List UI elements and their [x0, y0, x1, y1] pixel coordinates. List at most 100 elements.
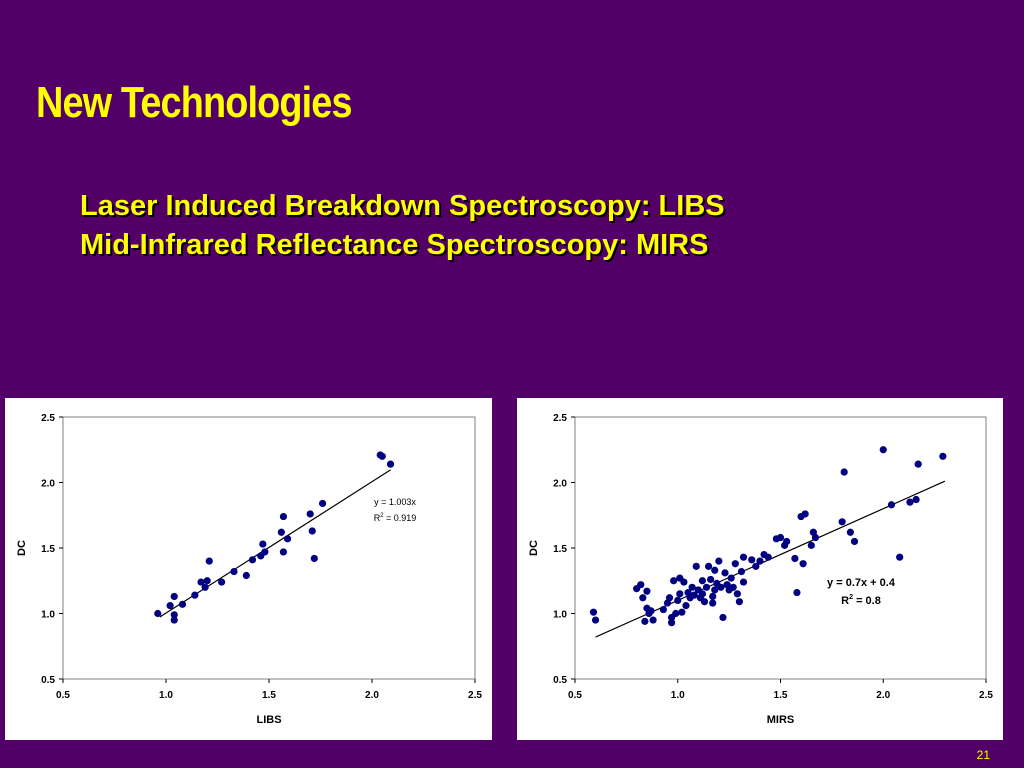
mirs-data-point [665, 594, 674, 602]
mirs-data-point [887, 501, 896, 509]
mirs-trend-equation: y = 0.7x + 0.4 [827, 577, 896, 589]
mirs-data-point [840, 468, 848, 476]
libs-x-axis-label: LIBS [256, 714, 281, 726]
mirs-x-tick-label: 2.5 [979, 690, 993, 701]
mirs-y-axis-label: DC [528, 540, 540, 556]
mirs-data-point [729, 583, 737, 591]
mirs-data-point [793, 588, 801, 597]
mirs-r-squared: R2 = 0.8 [841, 594, 881, 607]
mirs-data-point [838, 518, 846, 526]
libs-scatter-chart: 0.5 1.0 1.5 2.0 2.5 0.5 1.0 1.5 2.0 2.5 DC LIBS y… [16, 413, 482, 726]
mirs-data-point [709, 599, 717, 607]
libs-data-point [310, 554, 318, 563]
mirs-data-point [879, 446, 887, 454]
mirs-data-point [667, 619, 676, 627]
mirs-plot-area [574, 416, 987, 680]
mirs-data-point [688, 583, 696, 591]
mirs-data-point [719, 613, 727, 622]
mirs-x-tick-label: 0.5 [568, 690, 582, 701]
libs-data-point [154, 609, 162, 618]
mirs-y-tick-label: 0.5 [553, 675, 567, 686]
mirs-y-tick-label: 1.0 [553, 610, 567, 621]
mirs-chart-panel: 0.5 1.0 1.5 2.0 2.5 0.5 1.0 1.5 2.0 2.5 DC MIRS y… [517, 398, 1003, 740]
libs-data-point [178, 600, 187, 608]
subtitle-mirs: Mid-Infrared Reflectance Spectroscopy: M… [80, 229, 709, 261]
mirs-data-point [711, 586, 719, 594]
mirs-data-point [659, 605, 667, 614]
subtitle-libs: Laser Induced Breakdown Spectroscopy: LI… [80, 190, 725, 222]
mirs-data-point [846, 528, 854, 536]
mirs-data-point [748, 556, 756, 564]
mirs-data-point [641, 617, 649, 625]
mirs-data-point [791, 554, 799, 563]
libs-x-tick-label: 2.5 [468, 690, 482, 701]
mirs-data-point [737, 567, 746, 576]
mirs-data-point [643, 587, 651, 595]
mirs-data-point [735, 598, 743, 606]
libs-data-point [203, 577, 211, 585]
mirs-data-point [727, 574, 735, 582]
mirs-data-point [912, 495, 920, 504]
libs-y-tick-label: 0.5 [41, 675, 55, 686]
mirs-data-point [896, 553, 904, 561]
mirs-x-axis-label: MIRS [767, 714, 795, 726]
mirs-data-point [649, 616, 657, 624]
mirs-data-point [733, 590, 741, 598]
libs-data-point [386, 460, 395, 468]
libs-data-point [170, 592, 178, 601]
mirs-data-point [731, 560, 739, 568]
libs-y-tick-label: 2.5 [41, 413, 55, 424]
libs-y-tick-label: 1.0 [41, 610, 55, 621]
mirs-data-point [690, 591, 698, 599]
mirs-data-point [672, 609, 680, 618]
mirs-y-tick-label: 1.5 [553, 544, 567, 555]
mirs-data-point [715, 557, 723, 565]
mirs-data-point [591, 616, 600, 624]
libs-data-point [306, 510, 314, 518]
mirs-data-point [678, 608, 686, 616]
libs-y-tick-label: 2.0 [41, 479, 55, 490]
libs-data-point [166, 602, 174, 610]
mirs-x-tick-label: 2.0 [876, 690, 890, 701]
mirs-data-point [711, 566, 719, 574]
mirs-data-point [717, 583, 725, 591]
libs-y-axis-label: DC [16, 540, 28, 556]
libs-data-point [261, 548, 269, 556]
mirs-data-point [700, 598, 709, 606]
mirs-data-point [739, 553, 748, 561]
mirs-data-point [670, 577, 678, 585]
mirs-data-point [801, 510, 809, 518]
mirs-data-point [676, 590, 684, 598]
mirs-data-point [850, 537, 859, 546]
mirs-data-point [776, 533, 785, 542]
mirs-data-point [589, 608, 598, 616]
libs-trend-equation: y = 1.003x [374, 497, 416, 507]
mirs-data-point [739, 578, 748, 586]
libs-data-point [277, 528, 285, 536]
mirs-y-tick-label: 2.0 [553, 479, 567, 490]
mirs-points [589, 446, 947, 627]
mirs-data-point [698, 590, 707, 598]
mirs-axes: 0.5 1.0 1.5 2.0 2.5 0.5 1.0 1.5 2.0 2.5 [553, 413, 993, 701]
libs-data-point [170, 616, 178, 624]
libs-data-point [248, 556, 257, 564]
libs-points [154, 451, 395, 624]
mirs-y-tick-label: 2.5 [553, 413, 567, 424]
libs-data-point [279, 548, 288, 556]
libs-data-point [279, 512, 288, 521]
libs-data-point [201, 583, 209, 591]
libs-x-tick-label: 1.5 [262, 690, 276, 701]
mirs-data-point [906, 498, 914, 506]
mirs-data-point [702, 583, 711, 591]
mirs-data-point [680, 578, 688, 586]
libs-x-tick-label: 0.5 [56, 690, 70, 701]
mirs-data-point [637, 581, 645, 589]
libs-x-tick-label: 1.0 [159, 690, 173, 701]
libs-data-point [205, 557, 213, 565]
libs-data-point [308, 527, 316, 535]
page-number: 21 [976, 748, 990, 762]
mirs-data-point [647, 607, 655, 615]
libs-x-tick-label: 2.0 [365, 690, 379, 701]
libs-y-tick-label: 1.5 [41, 544, 55, 555]
mirs-data-point [707, 575, 715, 584]
